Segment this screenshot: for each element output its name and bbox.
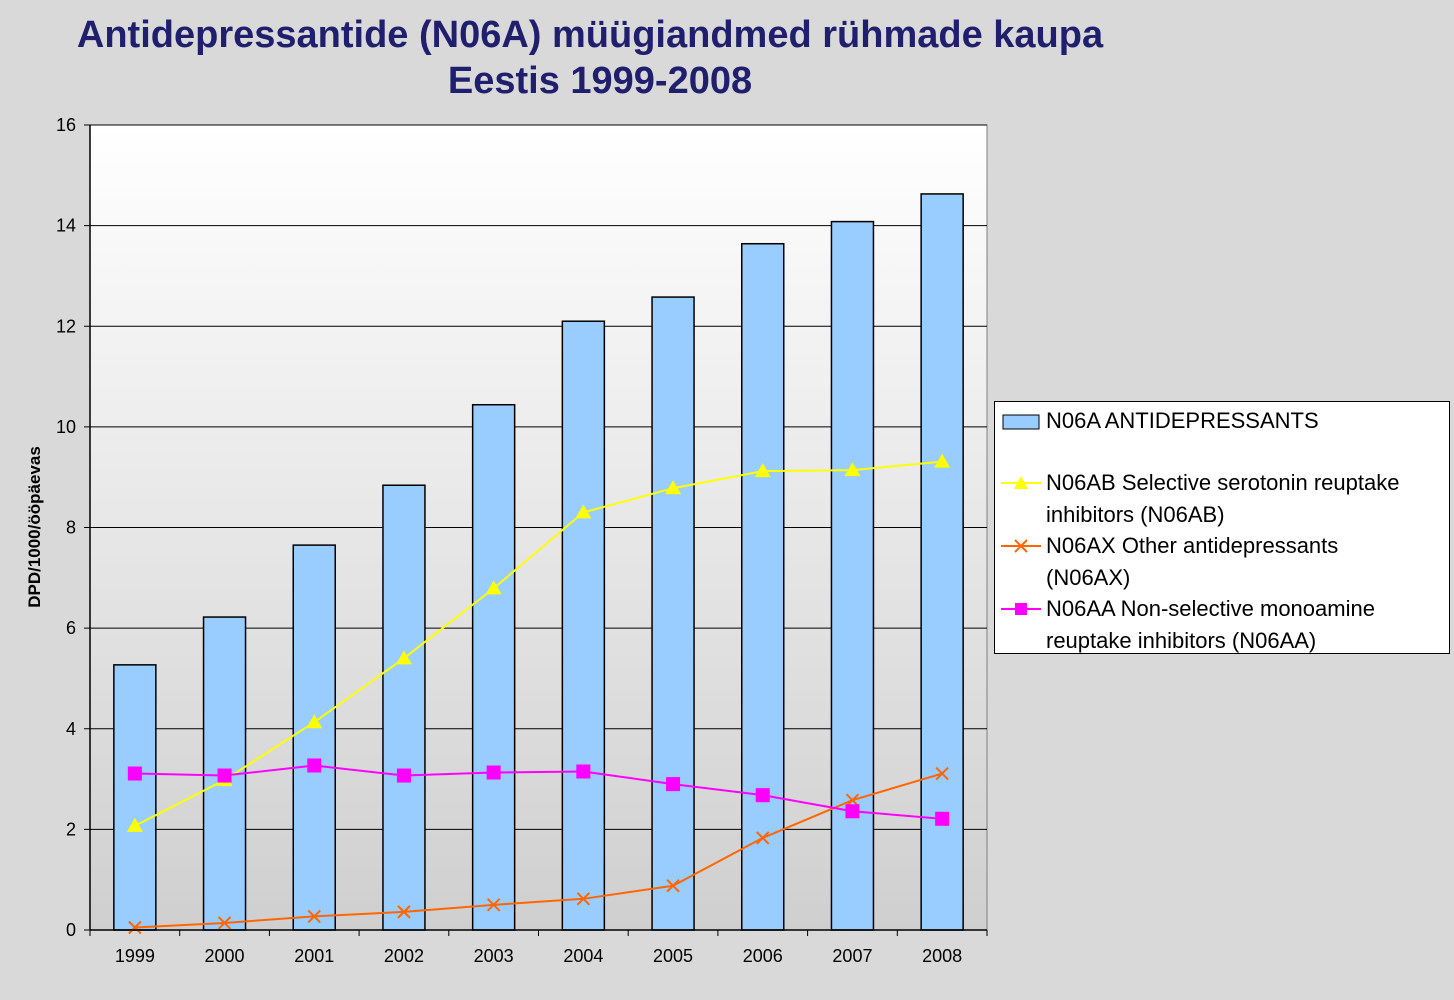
legend-item-n06ax: N06AX Other antidepressants (N06AX) [995,530,1451,594]
bar-2007 [830,220,875,931]
x-point-2005 [666,879,680,893]
legend-label-n06ax-line1: N06AX Other antidepressants [1046,533,1339,558]
y-tick-label: 0 [66,920,76,940]
square-point-2004 [576,764,591,779]
square-point-2002 [396,768,411,783]
triangle-point-2002 [395,650,412,665]
x-mark-stroke [486,898,501,912]
x-tick-label: 2005 [653,946,693,966]
square-point-2001 [307,758,322,773]
square-point-2007 [845,804,860,819]
triangle-point-1999 [126,817,143,832]
x-mark-stroke [217,916,232,930]
series-line-x [134,772,943,929]
x-mark-stroke [576,892,591,906]
legend-label-n06ab-line2: inhibitors (N06AB) [1046,502,1225,527]
legend-label-n06ax-line2: (N06AX) [1046,565,1131,590]
x-point-1999 [128,920,142,935]
chart-title: Antidepressantide (N06A) müügiandmed rüh… [0,12,1180,104]
square-point-2003 [486,765,501,780]
x-point-2003 [486,898,501,912]
x-tick-label: 2002 [384,946,424,966]
chart-legend: N06A ANTIDEPRESSANTS N06AB Selective ser… [994,401,1450,654]
y-tick-label: 8 [66,518,76,538]
x-mark-stroke [756,831,770,845]
square-point-2000 [217,768,232,783]
x-point-2000 [217,916,232,930]
bar-2005 [651,296,695,931]
triangle-point-2008 [934,453,951,468]
legend-label-n06aa-line1: N06AA Non-selective monoamine [1046,596,1375,621]
x-tick-label: 2003 [474,946,514,966]
x-mark-stroke [845,793,860,807]
legend-swatch-square [1001,603,1041,615]
chart-title-line2: Eestis 1999-2008 [447,60,753,102]
x-mark-stroke [307,909,321,924]
x-point-2008 [935,766,949,781]
legend-swatch-triangle [1001,476,1041,489]
x-point-2006 [756,831,770,845]
square-point-2006 [755,788,770,803]
x-tick-label: 2004 [563,946,603,966]
x-point-2002 [397,905,411,919]
y-axis-label: DPD/1000/ööpäevas [25,446,44,608]
square-point-2008 [935,811,950,826]
legend-swatch-x [1001,539,1041,553]
square-point-2005 [666,777,681,792]
series-line-triangle [134,460,943,827]
x-tick-label: 2006 [743,946,783,966]
x-mark-stroke [935,766,949,781]
x-tick-label: 1999 [115,946,155,966]
y-tick-label: 2 [66,819,76,839]
x-tick-label: 2000 [205,946,245,966]
x-mark-stroke [128,920,142,935]
bar-1999 [113,664,157,931]
triangle-point-2003 [485,580,502,595]
legend-item-n06ab: N06AB Selective serotonin reuptake inhib… [995,467,1451,531]
y-tick-label: 16 [56,115,76,135]
bar-2008 [920,193,964,931]
legend-item-n06aa: N06AA Non-selective monoamine reuptake i… [995,593,1451,657]
y-tick-label: 14 [56,216,76,236]
x-tick-label: 2008 [922,946,962,966]
legend-label-n06a: N06A ANTIDEPRESSANTS [1046,408,1319,433]
y-tick-label: 4 [66,719,76,739]
triangle-point-2006 [754,463,771,478]
bar-2002 [382,484,426,931]
x-tick-label: 2001 [294,946,334,966]
y-tick-label: 10 [56,417,76,437]
legend-swatch-bar [1002,414,1040,430]
triangle-point-2004 [575,504,592,519]
legend-label-n06aa-line2: reuptake inhibitors (N06AA) [1046,628,1317,653]
bar-2003 [471,403,516,931]
x-point-2007 [845,793,860,807]
x-mark-stroke [397,905,411,919]
x-point-2001 [307,909,321,924]
square-point-1999 [127,766,142,781]
bar-2006 [741,242,785,931]
triangle-point-2001 [306,714,323,729]
bar-2004 [561,320,606,931]
series-line-square [134,764,943,820]
x-mark-stroke [666,879,680,893]
chart-title-line1: Antidepressantide (N06A) müügiandmed rüh… [76,14,1104,56]
y-tick-label: 6 [66,618,76,638]
triangle-point-2007 [844,462,861,477]
x-tick-label: 2007 [832,946,872,966]
legend-label-n06ab-line1: N06AB Selective serotonin reuptake [1046,470,1400,495]
bar-2001 [292,544,336,931]
triangle-point-2005 [665,480,682,495]
legend-item-n06a: N06A ANTIDEPRESSANTS [995,405,1451,437]
y-tick-label: 12 [56,316,76,336]
x-point-2004 [576,892,591,906]
